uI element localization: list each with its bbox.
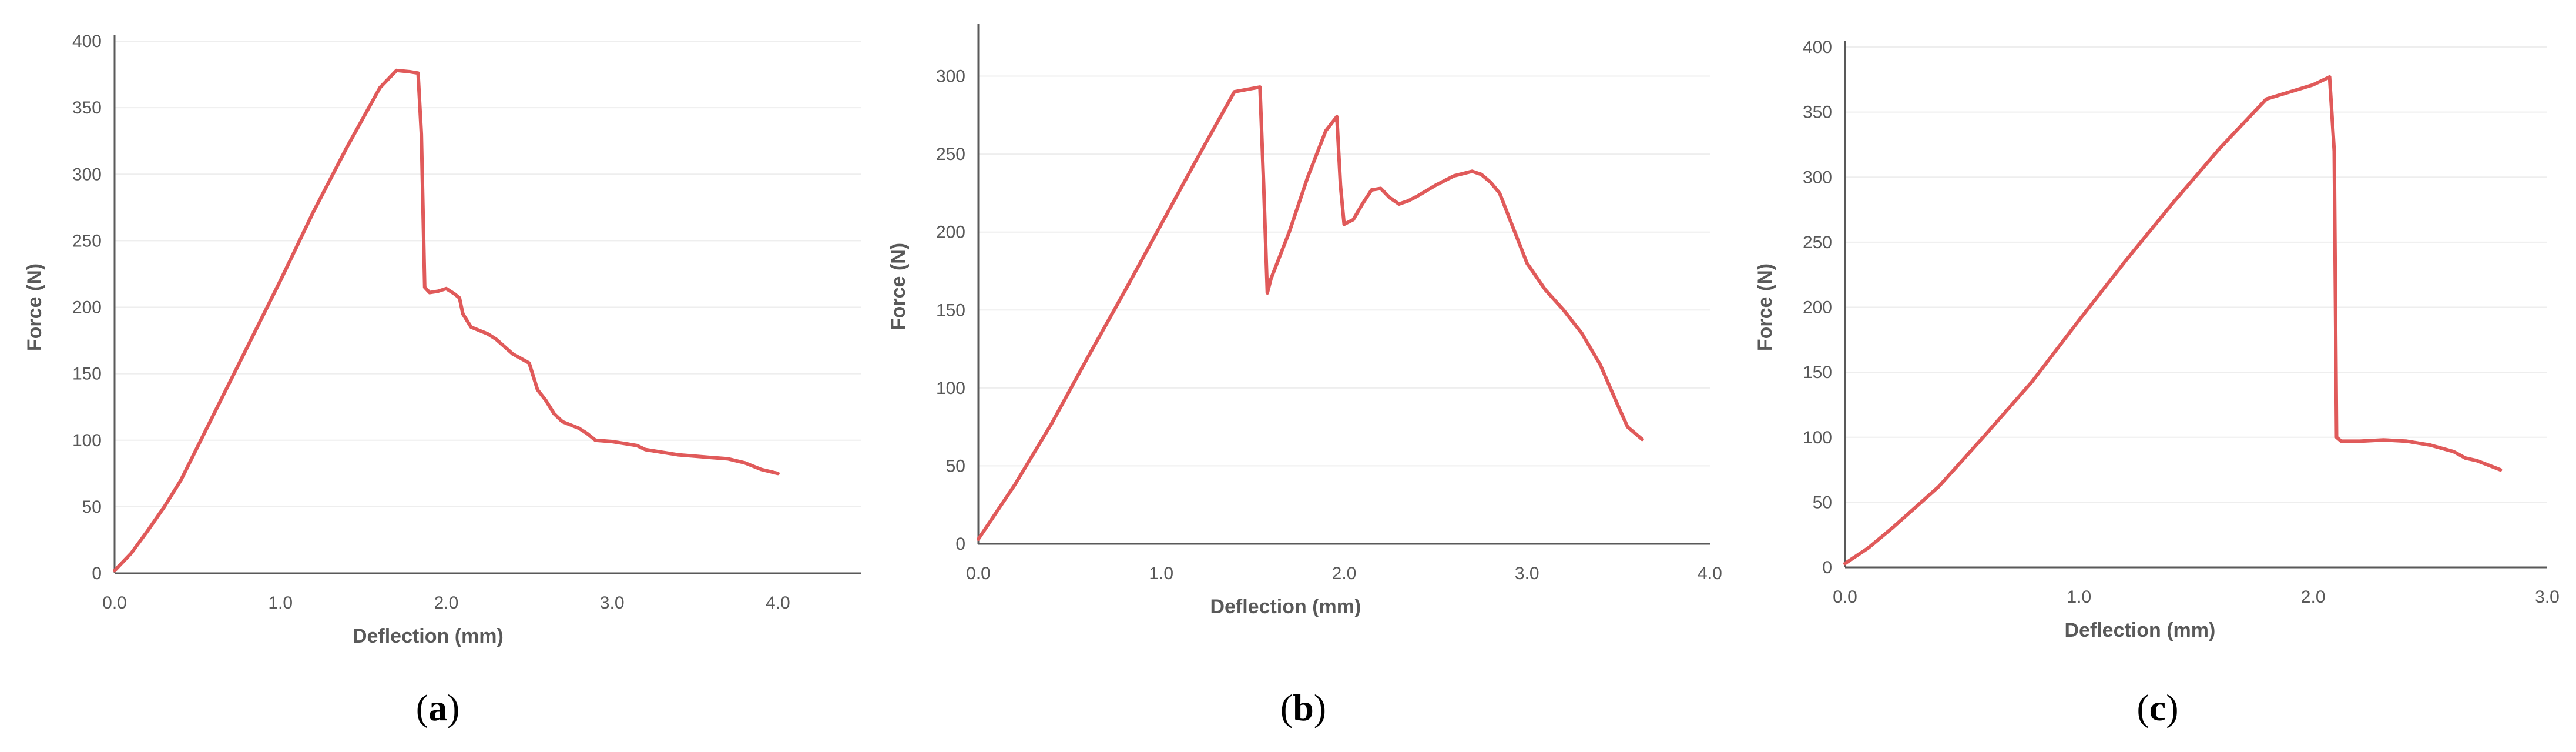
x-tick-label: 0.0	[102, 593, 127, 613]
y-tick-label: 300	[72, 165, 102, 184]
y-tick-label: 200	[936, 223, 965, 242]
y-tick-label: 250	[1803, 233, 1832, 252]
x-tick-label: 3.0	[2535, 587, 2560, 607]
panel-label-open: (	[2136, 687, 2149, 728]
x-tick-label: 4.0	[766, 593, 790, 613]
panel-label-letter: c	[2149, 687, 2166, 728]
y-tick-label: 50	[1813, 493, 1832, 512]
y-tick-label: 150	[72, 365, 102, 384]
x-tick-label: 0.0	[966, 564, 991, 583]
panel-label-close: )	[1314, 687, 1326, 728]
y-tick-label: 350	[1803, 103, 1832, 122]
y-tick-label: 50	[946, 456, 965, 476]
panel-label-open: (	[1280, 687, 1293, 728]
panel-label: (a)	[416, 687, 460, 728]
data-series-line-b	[977, 85, 1644, 541]
y-tick-label: 0	[1822, 558, 1832, 577]
y-tick-label: 250	[72, 231, 102, 250]
y-tick-label: 0	[955, 534, 965, 554]
x-axis-title: Deflection (mm)	[1210, 596, 1361, 618]
chart-panel-b: 0 50 100 150 200 250 300 0.0 1.0 2.0 3.0 4.0 Deflect…	[887, 24, 1722, 728]
data-series-line-a	[113, 68, 780, 573]
y-tick-label: 350	[72, 98, 102, 118]
x-axis-title: Deflection (mm)	[353, 625, 504, 647]
x-tick-label: 2.0	[434, 593, 459, 613]
panel-label-open: (	[416, 687, 428, 728]
y-tick-label: 400	[72, 32, 102, 51]
y-tick-label: 100	[72, 431, 102, 450]
panel-label-letter: b	[1293, 687, 1314, 728]
x-tick-label: 3.0	[1515, 564, 1539, 583]
panel-label-letter: a	[428, 687, 447, 728]
panel-label: (b)	[1280, 687, 1326, 728]
y-axis-title: Force (N)	[24, 263, 46, 351]
panel-label-close: )	[2166, 687, 2178, 728]
x-tick-label: 1.0	[1149, 564, 1173, 583]
x-tick-label: 4.0	[1698, 564, 1722, 583]
panel-label-close: )	[447, 687, 459, 728]
y-tick-label: 100	[1803, 428, 1832, 447]
x-tick-label: 0.0	[1833, 587, 1857, 607]
data-series-line-c	[1843, 75, 2503, 566]
chart-panel-c: 0 50 100 150 200 250 300 350 400 0.0 1.0 2.0 3.0 Defl…	[1754, 38, 2560, 728]
y-tick-label: 300	[1803, 168, 1832, 187]
x-tick-label: 1.0	[2067, 587, 2091, 607]
y-tick-label: 50	[82, 497, 102, 517]
y-tick-label: 250	[936, 145, 965, 164]
x-tick-label: 2.0	[2301, 587, 2326, 607]
y-tick-label: 300	[936, 67, 965, 86]
chart-panel-a: 0 50 100 150 200 250 300 350 400 0.0 1.0 2.0 3.0 4.0 D…	[24, 32, 861, 728]
y-axis-title: Force (N)	[887, 243, 910, 330]
y-tick-label: 150	[1803, 363, 1832, 382]
x-tick-label: 1.0	[268, 593, 293, 613]
y-tick-label: 200	[72, 298, 102, 317]
y-tick-label: 0	[92, 564, 102, 583]
y-tick-label: 200	[1803, 298, 1832, 317]
y-tick-label: 400	[1803, 38, 1832, 57]
x-tick-label: 2.0	[1332, 564, 1357, 583]
y-tick-label: 100	[936, 379, 965, 398]
panel-label: (c)	[2136, 687, 2178, 728]
y-tick-label: 150	[936, 300, 965, 320]
y-axis-title: Force (N)	[1754, 263, 1776, 351]
x-tick-label: 3.0	[600, 593, 625, 613]
x-axis-title: Deflection (mm)	[2064, 619, 2215, 641]
